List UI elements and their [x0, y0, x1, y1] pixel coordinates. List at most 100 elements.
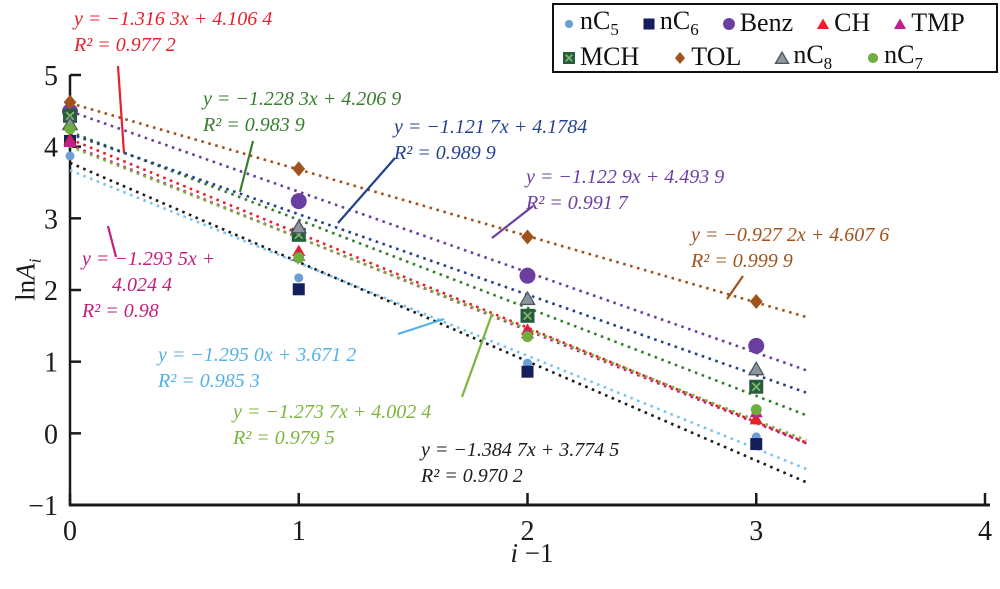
legend-row: MCH TOL nC8 nC7: [560, 40, 990, 74]
legend-label-subscript: 7: [914, 54, 924, 74]
legend-label: nC5: [580, 6, 619, 40]
trend-line-TOL: [69, 101, 807, 319]
legend-marker-Benz-icon: [722, 18, 735, 31]
marker-nC7: [293, 252, 305, 264]
marker-nC6: [292, 283, 305, 296]
x-tick-label: 3: [749, 516, 763, 547]
legend-label: TOL: [691, 42, 742, 72]
marker-nC7: [64, 123, 76, 135]
y-tick-label: 4: [44, 133, 58, 164]
marker-nC7: [522, 331, 533, 343]
legend-item-nC5: nC5: [560, 6, 619, 40]
marker-MCH-cross: [751, 382, 761, 392]
marker-CH: [749, 413, 763, 425]
marker-nC5: [523, 358, 532, 368]
marker-Benz: [290, 193, 307, 210]
annotation-leader-MCH: [238, 140, 255, 193]
legend-marker-MCH-cross: [565, 54, 573, 63]
trend-line-CH: [69, 137, 808, 445]
legend-marker-TMP: [894, 18, 907, 30]
marker-MCH-cross: [65, 111, 75, 121]
legend-label: MCH: [580, 42, 640, 72]
x-tick-label: 1: [292, 516, 306, 547]
marker-nC8: [519, 290, 536, 306]
legend-label-subscript: 8: [823, 54, 833, 74]
legend-marker-nC6-icon: [643, 18, 655, 30]
legend-label: nC7: [884, 40, 924, 74]
legend-label: CH: [834, 8, 871, 38]
y-axis-label-prefix: ln: [10, 279, 41, 301]
legend-marker-TMP-icon: [894, 18, 907, 30]
annotation-leader-nC5: [397, 317, 445, 336]
y-axis-label-variable: A: [10, 263, 41, 280]
legend-marker-nC8-icon: [774, 51, 791, 65]
y-axis-label-subscript: i: [25, 258, 45, 264]
legend-marker-Benz: [722, 18, 735, 31]
y-axis-label: lnAi: [10, 228, 45, 332]
y-tick-label: 3: [44, 204, 58, 235]
legend-item-nC7: nC7: [864, 40, 923, 74]
legend-label-subscript: 6: [690, 20, 699, 40]
legend-item-CH: CH: [814, 8, 870, 38]
marker-nC5: [65, 151, 75, 161]
y-tick-label: 1: [44, 348, 58, 379]
legend-label-subscript: 5: [610, 20, 619, 40]
legend-item-MCH: MCH: [560, 42, 639, 72]
x-tick-label: 4: [978, 516, 992, 547]
legend-marker-nC5: [564, 19, 574, 29]
legend-row: nC5 nC6 Benz CH TMP: [560, 6, 990, 40]
annotation-leader-TOL: [726, 275, 744, 300]
trend-line-nC8: [69, 132, 808, 394]
marker-TOL: [63, 94, 77, 110]
marker-nC8: [747, 361, 765, 376]
legend-label: TMP: [911, 8, 965, 38]
y-tick-label: 2: [44, 276, 58, 307]
x-axis-label-rest: −1: [518, 538, 554, 568]
marker-Benz: [519, 267, 536, 284]
legend-item-nC8: nC8: [773, 40, 832, 74]
legend-box: nC5 nC6 Benz CH TMP MCH TOL nC8 nC7: [552, 3, 998, 73]
marker-TOL: [521, 229, 534, 245]
annotation-leader-Benz: [491, 205, 534, 239]
marker-TOL: [749, 293, 763, 309]
marker-nC5: [294, 273, 304, 283]
legend-item-TMP: TMP: [891, 8, 965, 38]
legend-marker-CH-icon: [817, 18, 830, 30]
marker-MCH-cross: [523, 311, 532, 321]
marker-nC6: [521, 365, 534, 378]
y-tick-label: −1: [28, 491, 58, 522]
marker-TOL: [292, 161, 306, 177]
marker-Benz: [748, 337, 765, 354]
marker-nC7: [750, 404, 762, 416]
legend-item-nC6: nC6: [640, 6, 699, 40]
x-tick-label: 0: [63, 516, 77, 547]
legend-marker-nC6: [643, 18, 655, 30]
x-axis-label-variable: i: [510, 538, 519, 568]
annotation-leader-nC7: [460, 313, 494, 398]
legend-marker-TOL: [675, 52, 686, 65]
legend-marker-nC8: [774, 51, 791, 65]
trend-line-nC7: [69, 145, 808, 442]
legend-marker-TOL-icon: [675, 52, 686, 65]
legend-label: nC6: [659, 6, 699, 40]
legend-item-TOL: TOL: [671, 42, 741, 72]
legend-marker-CH: [817, 18, 830, 30]
x-axis-label: i −1: [477, 538, 587, 569]
trend-line-MCH: [69, 130, 808, 417]
legend-marker-MCH-icon: [563, 52, 575, 65]
annotation-leader-CH: [116, 65, 126, 154]
legend-marker-nC5-icon: [564, 19, 574, 29]
annotation-leader-nC8: [337, 157, 396, 224]
y-tick-label: 5: [44, 61, 58, 92]
legend-item-Benz: Benz: [720, 8, 793, 38]
legend-label: nC8: [793, 40, 833, 74]
legend-marker-nC7: [868, 53, 879, 64]
trend-line-Benz: [69, 110, 808, 372]
annotation-leader-TMP: [106, 225, 118, 258]
marker-nC6: [750, 438, 763, 451]
marker-nC8: [290, 219, 308, 234]
x-tick-label: 2: [521, 516, 535, 547]
y-tick-label: 0: [44, 419, 58, 450]
